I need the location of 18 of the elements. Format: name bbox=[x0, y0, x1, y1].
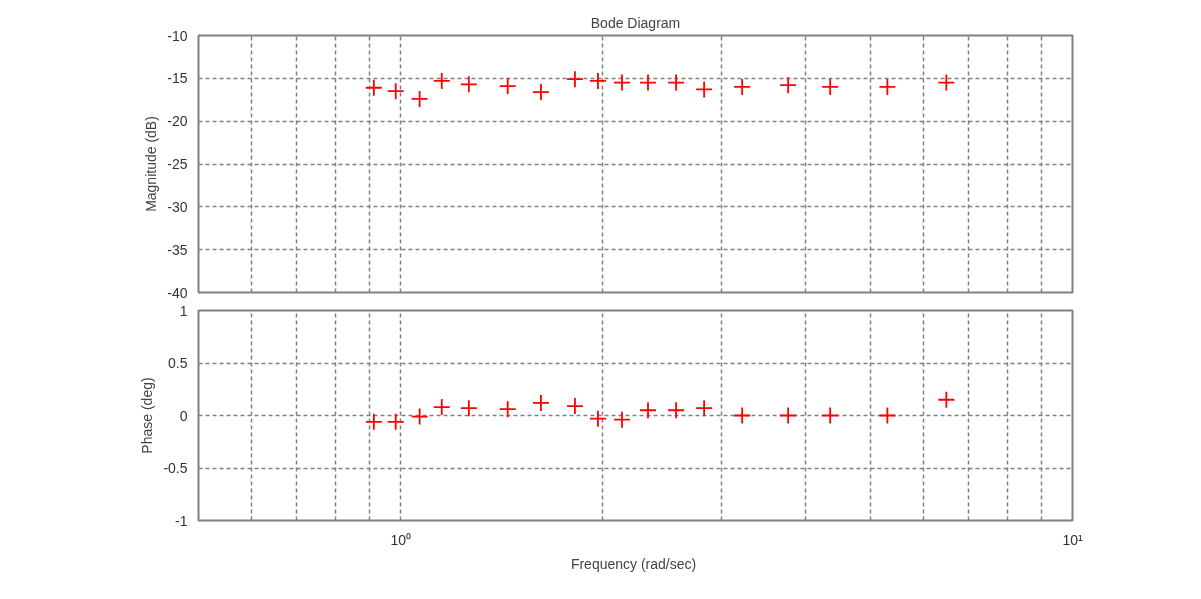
x-axis-title: Frequency (rad/sec) bbox=[570, 555, 697, 572]
y-tick-label: -1 bbox=[175, 512, 188, 529]
y-tick-label: -10 bbox=[167, 27, 188, 44]
y-axis-title: Phase (deg) bbox=[139, 377, 156, 454]
y-tick-label: 1 bbox=[179, 302, 188, 319]
x-tick-label: 10¹ bbox=[1062, 531, 1083, 548]
y-tick-label: -25 bbox=[167, 156, 188, 172]
y-tick-label: -35 bbox=[167, 241, 188, 258]
y-axis-title: Magnitude (dB) bbox=[143, 116, 160, 212]
y-tick-label: -30 bbox=[167, 198, 188, 215]
x-tick-label: 10⁰ bbox=[390, 531, 412, 548]
y-tick-label: 0.5 bbox=[168, 355, 188, 371]
y-tick-label: -20 bbox=[167, 113, 188, 130]
y-tick-label: 0 bbox=[179, 407, 188, 424]
y-tick-label: -15 bbox=[167, 70, 188, 87]
chart-title: Bode Diagram bbox=[590, 14, 681, 31]
y-tick-label: -40 bbox=[167, 284, 188, 301]
y-tick-label: -0.5 bbox=[163, 460, 188, 476]
